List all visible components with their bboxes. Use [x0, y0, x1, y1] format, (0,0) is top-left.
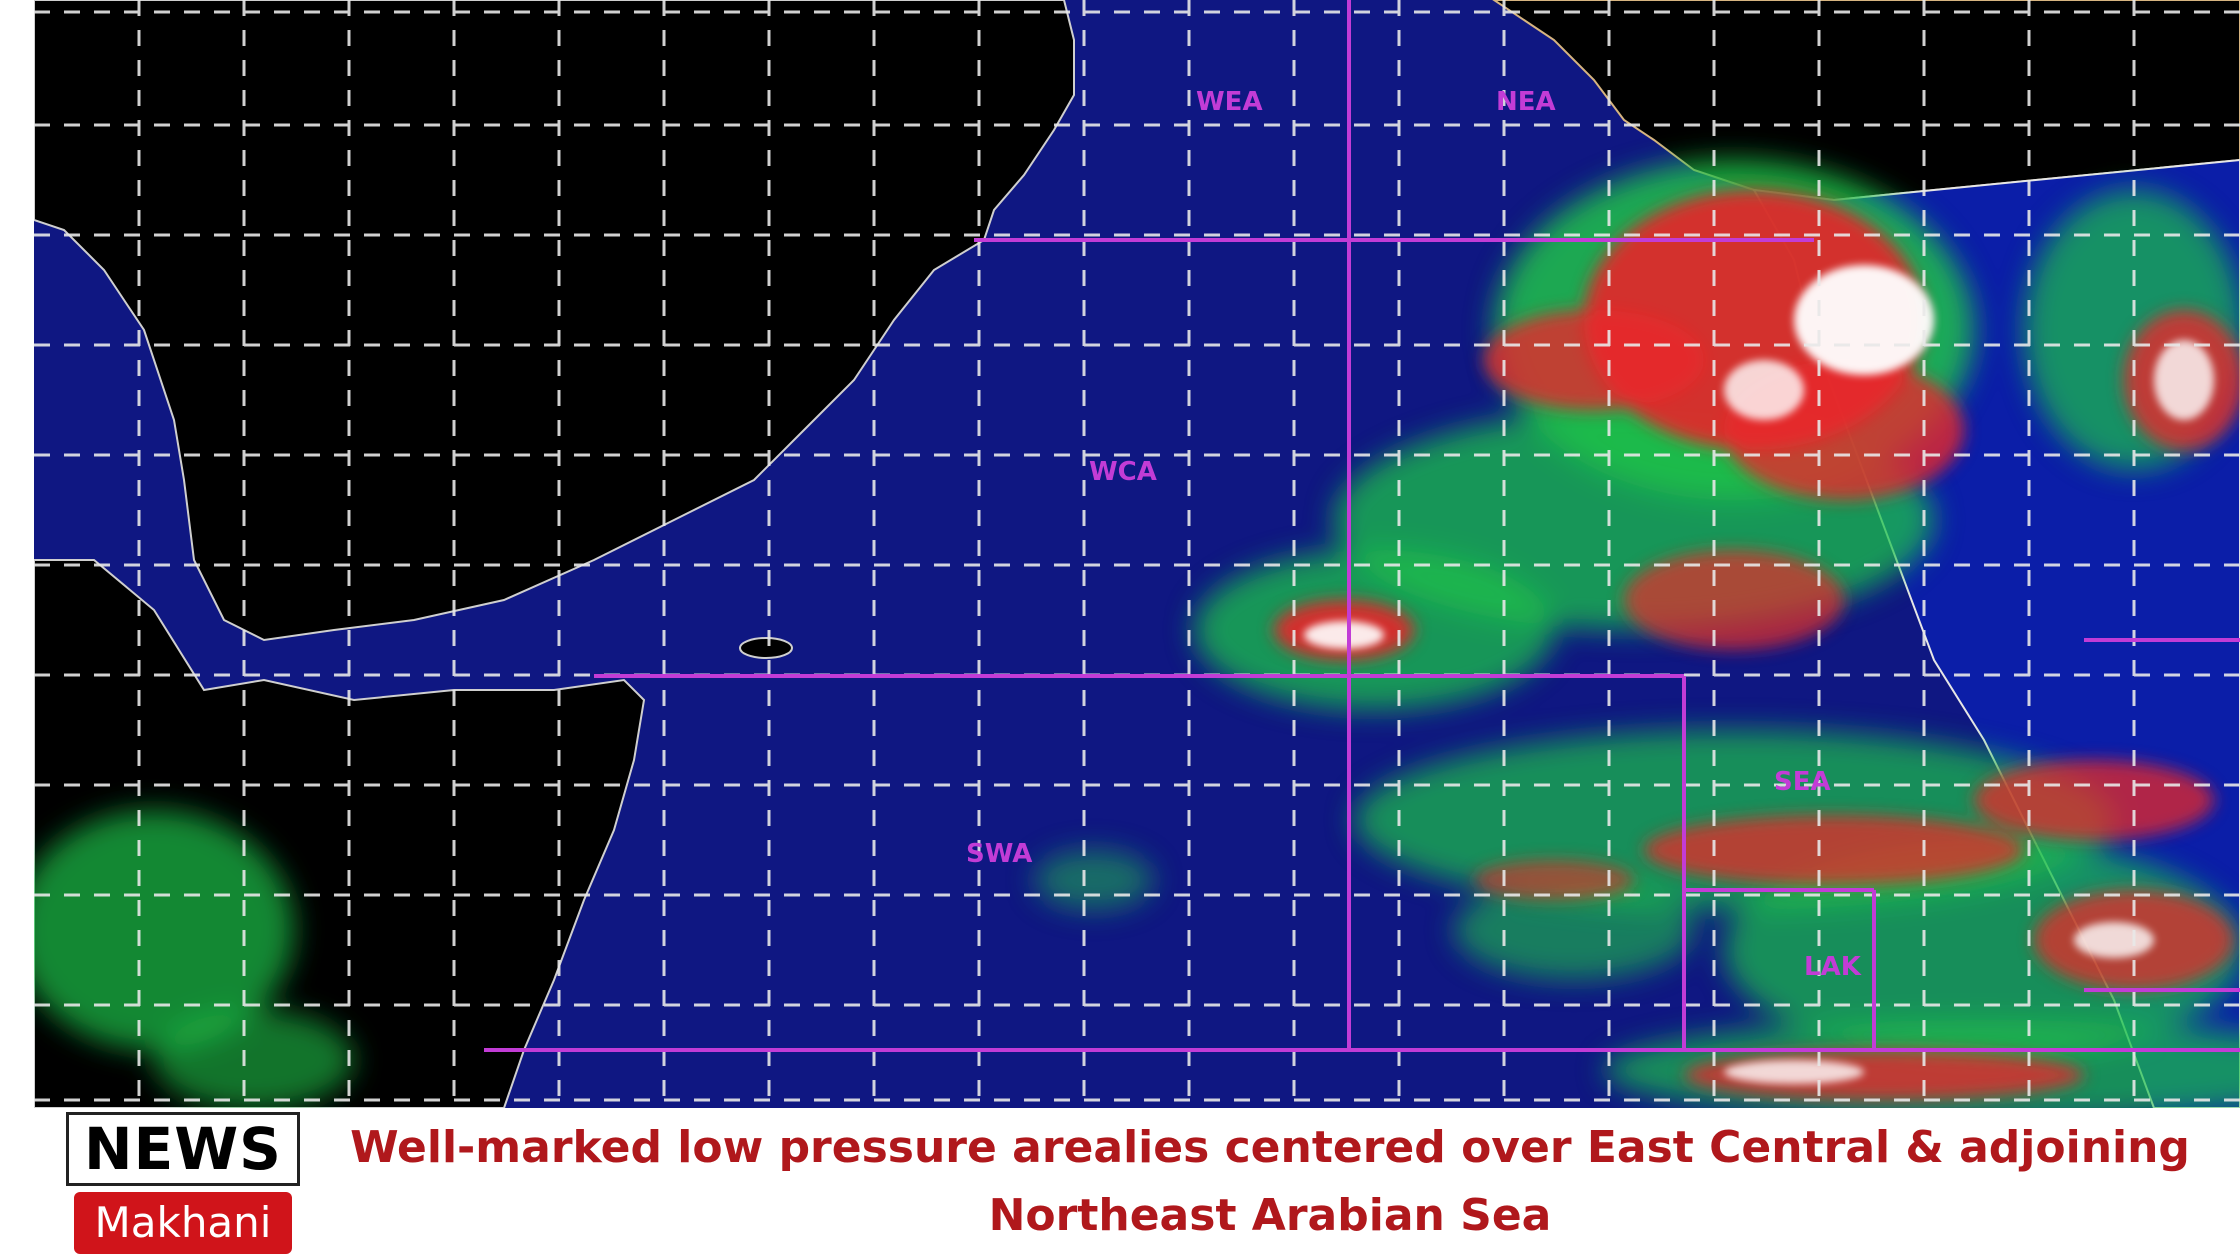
region-label-wca: WCA	[1089, 457, 1157, 487]
satellite-map-svg: WEA NEA WCA SWA SEA LAK	[34, 0, 2240, 1108]
news-makhani-logo: NEWS Makhani	[66, 1112, 300, 1256]
region-label-swa: SWA	[966, 839, 1032, 869]
socotra-island	[739, 637, 793, 659]
left-border-strip	[0, 0, 34, 1108]
logo-news-text: NEWS	[66, 1112, 300, 1186]
cloud-white-core	[1304, 265, 2214, 1084]
headline-caption: Well-marked low pressure arealies center…	[350, 1122, 2190, 1241]
sea-region-boundaries	[484, 0, 2240, 1052]
region-label-sea: SEA	[1774, 767, 1831, 797]
logo-makhani-text: Makhani	[74, 1192, 292, 1254]
region-label-nea: NEA	[1496, 87, 1556, 117]
caption-footer	[0, 1108, 2240, 1260]
satellite-image: WEA NEA WCA SWA SEA LAK	[34, 0, 2240, 1108]
arabian-peninsula-land	[34, 0, 1075, 642]
region-label-lak: LAK	[1804, 952, 1862, 982]
region-label-wea: WEA	[1196, 87, 1263, 117]
